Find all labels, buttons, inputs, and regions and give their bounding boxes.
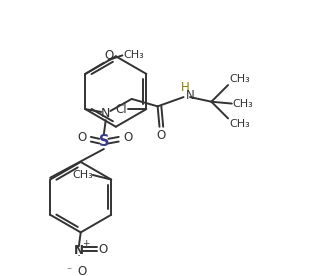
Text: O: O bbox=[77, 265, 86, 276]
Text: O: O bbox=[123, 131, 133, 144]
Text: CH₃: CH₃ bbox=[233, 99, 253, 108]
Text: N: N bbox=[74, 245, 84, 258]
Text: O: O bbox=[98, 243, 108, 256]
Text: O: O bbox=[157, 129, 166, 142]
Text: CH₃: CH₃ bbox=[72, 170, 93, 180]
Text: Cl: Cl bbox=[115, 103, 127, 116]
Text: CH₃: CH₃ bbox=[123, 51, 144, 60]
Text: H: H bbox=[181, 81, 190, 94]
Text: N: N bbox=[101, 107, 111, 120]
Text: S: S bbox=[99, 134, 109, 149]
Text: O: O bbox=[77, 131, 86, 144]
Text: CH₃: CH₃ bbox=[229, 119, 250, 129]
Text: N: N bbox=[186, 89, 194, 102]
Text: ⁻: ⁻ bbox=[66, 266, 71, 276]
Text: CH₃: CH₃ bbox=[229, 74, 250, 84]
Text: O: O bbox=[105, 49, 114, 62]
Text: +: + bbox=[83, 239, 90, 248]
